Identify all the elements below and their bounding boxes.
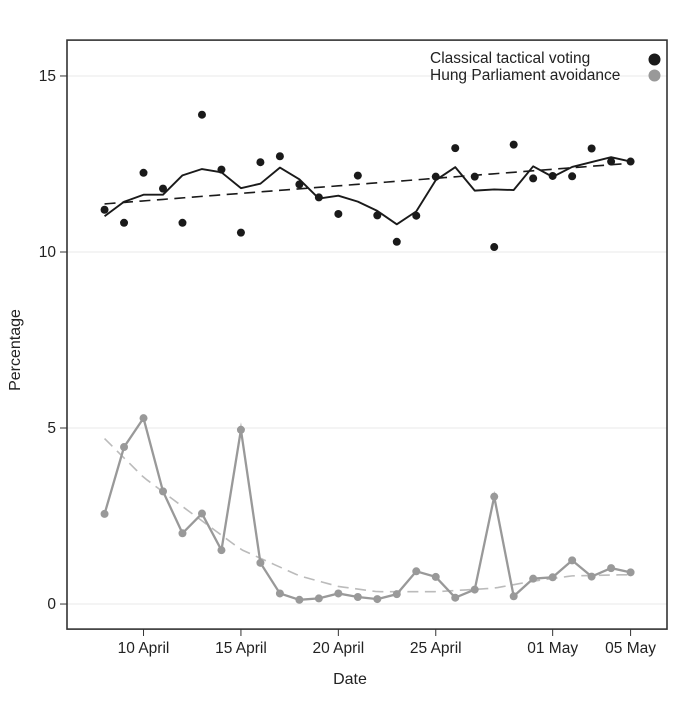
svg-text:15 April: 15 April — [215, 640, 267, 657]
svg-text:01 May: 01 May — [527, 640, 578, 657]
svg-text:25 April: 25 April — [410, 640, 462, 657]
svg-text:Hung Parliament avoidance: Hung Parliament avoidance — [430, 67, 620, 84]
svg-text:15: 15 — [39, 68, 56, 85]
svg-text:Classical tactical voting: Classical tactical voting — [430, 50, 590, 67]
svg-text:10 April: 10 April — [118, 640, 170, 657]
svg-text:0: 0 — [47, 596, 56, 613]
svg-text:05 May: 05 May — [605, 640, 656, 657]
svg-text:Date: Date — [333, 671, 367, 688]
svg-text:5: 5 — [47, 420, 56, 437]
svg-text:20 April: 20 April — [312, 640, 364, 657]
svg-text:10: 10 — [39, 244, 57, 261]
svg-text:Percentage: Percentage — [7, 309, 24, 391]
